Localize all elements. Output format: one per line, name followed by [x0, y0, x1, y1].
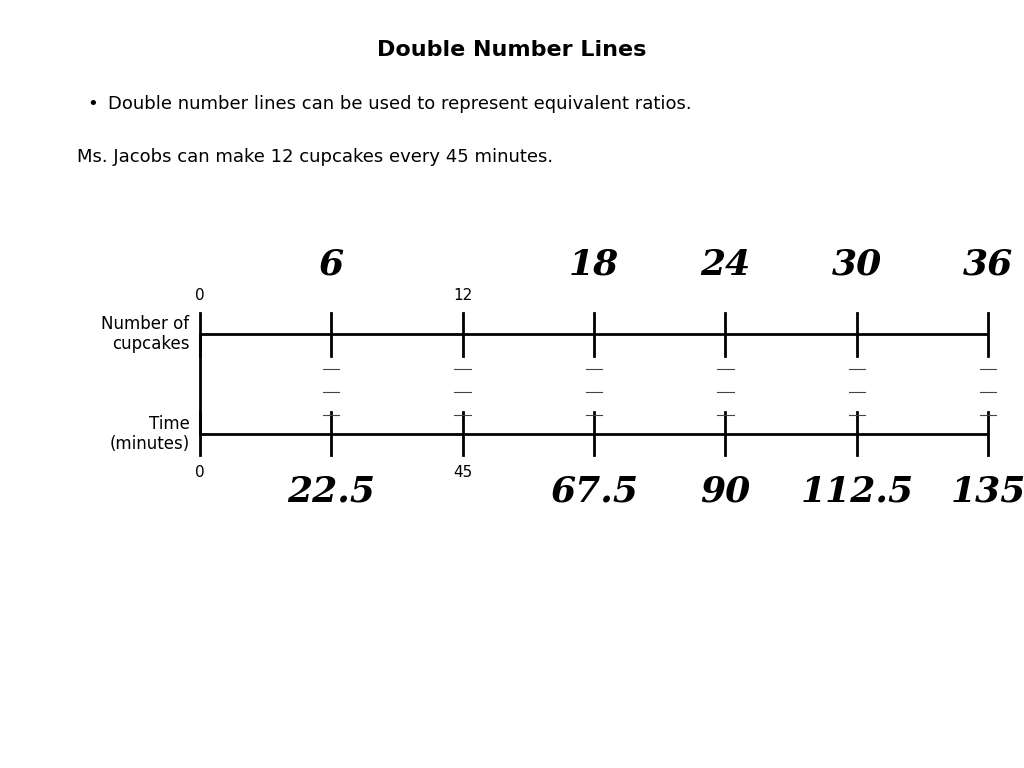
Text: 22.5: 22.5 [287, 475, 375, 508]
Text: Time
(minutes): Time (minutes) [110, 415, 189, 453]
Text: Double Number Lines: Double Number Lines [377, 40, 647, 60]
Text: 12: 12 [453, 288, 472, 303]
Text: 67.5: 67.5 [550, 475, 638, 508]
Text: Number of
cupcakes: Number of cupcakes [101, 315, 189, 353]
Text: 30: 30 [831, 248, 882, 282]
Text: 90: 90 [700, 475, 751, 508]
Text: 135: 135 [950, 475, 1024, 508]
Text: Ms. Jacobs can make 12 cupcakes every 45 minutes.: Ms. Jacobs can make 12 cupcakes every 45… [77, 148, 553, 167]
Text: 45: 45 [453, 465, 472, 480]
Text: 0: 0 [195, 465, 205, 480]
Text: 36: 36 [963, 248, 1014, 282]
Text: 18: 18 [568, 248, 620, 282]
Text: 24: 24 [700, 248, 751, 282]
Text: Double number lines can be used to represent equivalent ratios.: Double number lines can be used to repre… [108, 94, 691, 113]
Text: 0: 0 [195, 288, 205, 303]
Text: 112.5: 112.5 [800, 475, 913, 508]
Text: 6: 6 [318, 248, 344, 282]
Text: •: • [87, 94, 97, 113]
